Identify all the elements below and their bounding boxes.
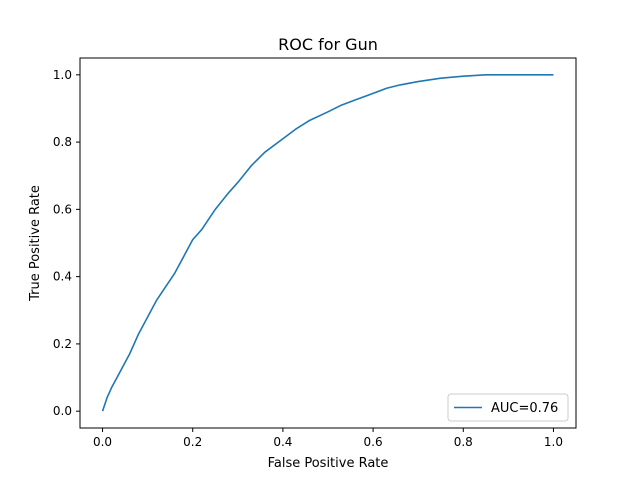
y-axis-label: True Positive Rate xyxy=(28,185,43,302)
x-tick-label: 0.8 xyxy=(454,435,473,449)
y-tick-label: 1.0 xyxy=(53,68,72,82)
chart-title: ROC for Gun xyxy=(278,35,378,54)
y-axis-ticks: 0.0 0.2 0.4 0.6 0.8 1.0 xyxy=(53,68,80,418)
x-tick-label: 0.4 xyxy=(273,435,292,449)
x-tick-label: 0.6 xyxy=(364,435,383,449)
x-tick-label: 0.2 xyxy=(183,435,202,449)
x-tick-label: 1.0 xyxy=(544,435,563,449)
x-tick-label: 0.0 xyxy=(93,435,112,449)
y-tick-label: 0.6 xyxy=(53,202,72,216)
y-tick-label: 0.0 xyxy=(53,404,72,418)
legend: AUC=0.76 xyxy=(447,393,569,422)
y-tick-label: 0.4 xyxy=(53,270,72,284)
legend-box xyxy=(447,393,569,422)
y-tick-label: 0.8 xyxy=(53,135,72,149)
x-axis-ticks: 0.0 0.2 0.4 0.6 0.8 1.0 xyxy=(93,428,563,449)
legend-label: AUC=0.76 xyxy=(491,401,558,416)
y-tick-label: 0.2 xyxy=(53,337,72,351)
roc-curve-line xyxy=(101,74,554,412)
axes-frame xyxy=(79,57,577,429)
plot-area xyxy=(101,74,554,412)
x-axis-label: False Positive Rate xyxy=(268,456,389,471)
